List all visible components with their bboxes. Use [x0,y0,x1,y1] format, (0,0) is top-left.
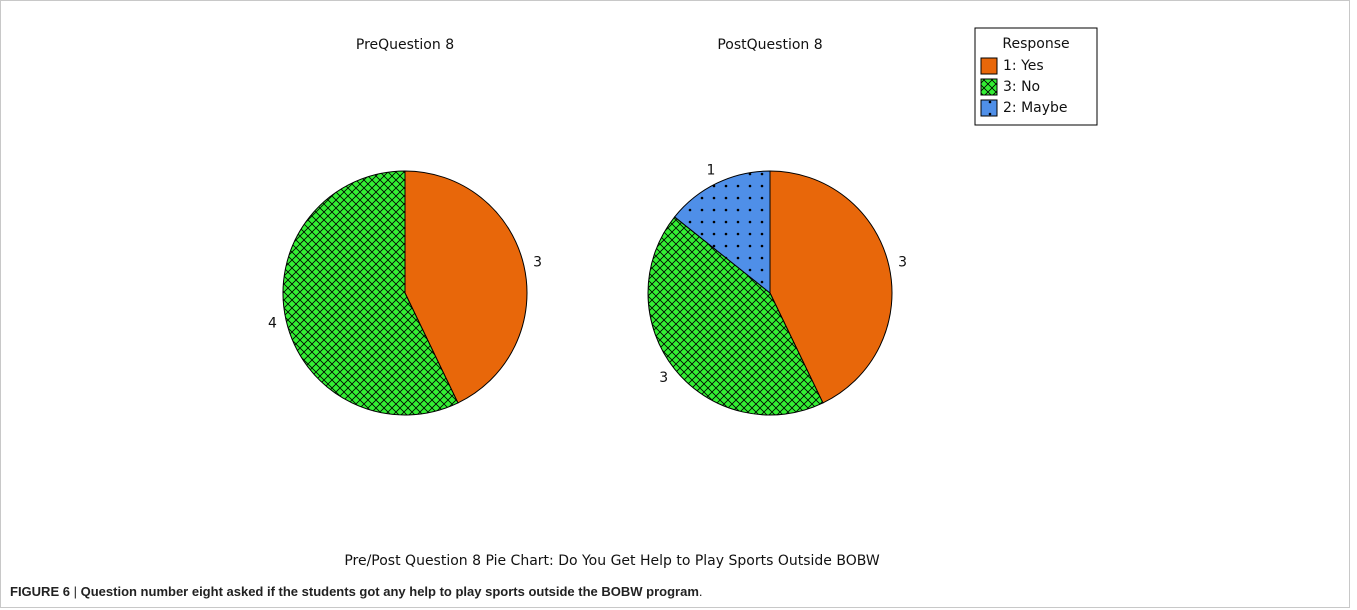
pie-title: PostQuestion 8 [717,37,822,53]
data-label: 4 [268,315,277,331]
legend-swatch [980,78,998,96]
caption-end: . [698,584,703,599]
legend-title: Response [1002,36,1069,52]
pie-slice [647,216,824,416]
data-label: 3 [659,370,668,386]
figure-caption: FIGURE 6 | Question number eight asked i… [10,584,703,599]
caption-separator: | [73,584,77,599]
data-label: 1 [707,162,716,178]
legend-label: 3: No [1003,79,1040,95]
legend-label: 2: Maybe [1003,100,1068,116]
pie-slice [404,170,528,404]
caption-label: FIGURE 6 [10,584,70,599]
pie-slice [282,170,459,416]
data-label: 3 [533,255,542,271]
legend-label: 1: Yes [1003,58,1044,74]
legend-swatch [980,57,998,75]
pie-title: PreQuestion 8 [356,37,454,53]
pie-slice [673,170,771,295]
legend-swatch [980,99,998,117]
data-label: 3 [898,255,907,271]
pie-slice [769,170,893,404]
footer-title: Pre/Post Question 8 Pie Chart: Do You Ge… [344,553,879,569]
caption-text: Question number eight asked if the stude… [80,584,699,599]
